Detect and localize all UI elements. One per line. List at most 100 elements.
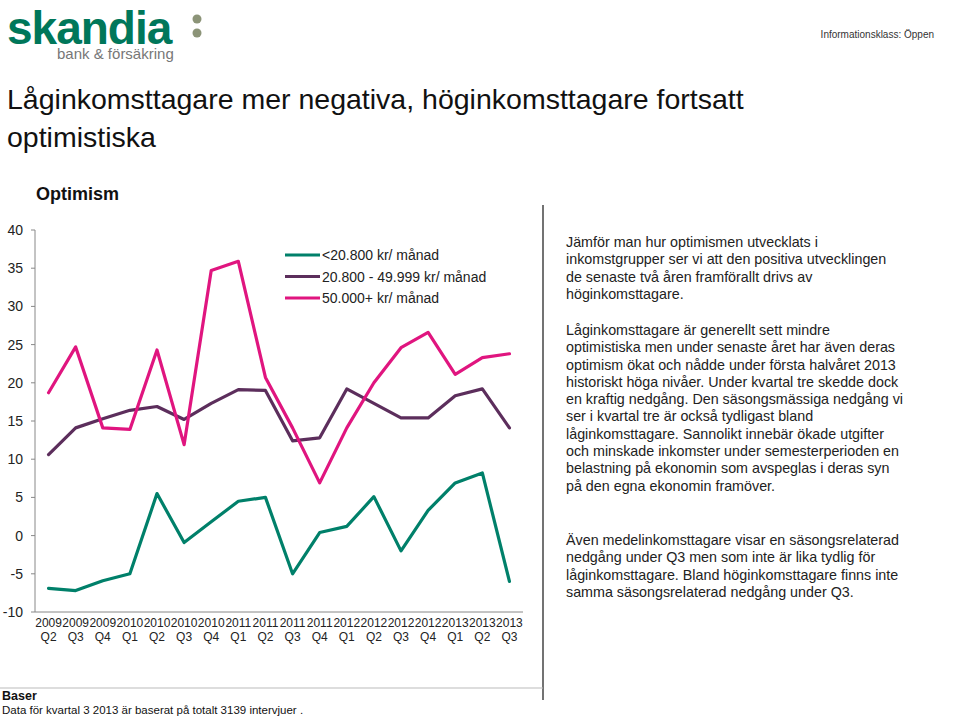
x-tick-label-part: Q3 — [393, 630, 409, 644]
plot-area — [49, 261, 510, 590]
y-tick-label: 30 — [7, 298, 23, 314]
x-tick-label-part: 2012 — [361, 616, 388, 630]
x-tick-label: 2011Q2 — [253, 616, 279, 644]
series-line — [49, 261, 510, 483]
y-tick-label: 15 — [7, 413, 23, 429]
series-line — [49, 473, 510, 591]
x-tick-label-part: Q1 — [447, 630, 463, 644]
page: {"page": { "logo": "skandia", "logo_tagl… — [0, 0, 960, 718]
legend-label: <20.800 kr/ månad — [322, 247, 439, 263]
divider — [542, 205, 544, 700]
y-tick — [31, 612, 35, 613]
y-tick — [31, 535, 35, 536]
x-tick-label-part: 2011 — [253, 616, 279, 630]
x-tick-label: 2012Q4 — [415, 616, 442, 644]
title: optimistiska — [7, 121, 156, 153]
x-tick-label-part: Q2 — [257, 630, 273, 644]
x-tick-label-part: 2011 — [307, 616, 333, 630]
x-tick-label-part: Q4 — [312, 630, 328, 644]
x-tick-label-part: Q3 — [501, 630, 517, 644]
x-axis-line — [35, 612, 523, 613]
y-tick — [31, 344, 35, 345]
x-tick-label-part: 2009 — [35, 616, 62, 630]
x-tick-label-part: Q2 — [41, 630, 57, 644]
x-tick-label-part: Q2 — [149, 630, 165, 644]
x-tick-label-part: 2010 — [144, 616, 171, 630]
x-tick-label-part: Q4 — [203, 630, 219, 644]
y-tick — [31, 306, 35, 307]
x-tick-label-part: 2012 — [333, 616, 360, 630]
x-tick-label: 2010Q4 — [198, 616, 225, 644]
x-tick-label-part: 2009 — [89, 616, 116, 630]
y-tick-label: 20 — [7, 375, 23, 391]
footer-heading: Baser — [2, 689, 37, 703]
paragraph: Låginkomsttagare är generellt sett mindr… — [566, 322, 904, 495]
x-tick-label-part: Q1 — [230, 630, 246, 644]
logo-dot — [193, 15, 202, 24]
x-tick-label-part: 2010 — [198, 616, 225, 630]
y-tick-label: 0 — [15, 528, 23, 544]
x-tick-label-part: 2011 — [280, 616, 306, 630]
x-tick-label-part: 2013 — [496, 616, 523, 630]
series-line — [49, 389, 510, 455]
paragraph: Även medelinkomsttagare visar en säsongs… — [566, 532, 904, 601]
x-tick-label: 2012Q2 — [361, 616, 388, 644]
y-tick — [31, 573, 35, 574]
footer-text: Data för kvartal 3 2013 är baserat på to… — [2, 704, 303, 716]
x-tick-label-part: 2013 — [469, 616, 496, 630]
x-tick-label: 2013Q1 — [442, 616, 469, 644]
x-tick-label-part: 2013 — [442, 616, 469, 630]
x-tick-label-part: 2010 — [171, 616, 198, 630]
x-tick-label-part: Q2 — [474, 630, 490, 644]
x-tick-label: 2012Q3 — [388, 616, 415, 644]
x-tick-label: 2011Q4 — [307, 616, 333, 644]
y-tick-label: 35 — [7, 260, 23, 276]
footer-rule — [0, 688, 543, 689]
y-tick-label: 10 — [7, 451, 23, 467]
x-tick-label: 2013Q2 — [469, 616, 496, 644]
x-tick-label-part: 2009 — [62, 616, 89, 630]
y-tick-label: -5 — [11, 566, 24, 582]
y-tick-label: 40 — [7, 222, 23, 238]
x-tick-label-part: 2012 — [388, 616, 415, 630]
y-tick — [31, 421, 35, 422]
x-tick-label: 2011Q1 — [225, 616, 251, 644]
title: Låginkomsttagare mer negativa, höginkoms… — [7, 83, 744, 115]
y-tick — [31, 497, 35, 498]
y-tick — [31, 268, 35, 269]
x-tick-label-part: Q2 — [366, 630, 382, 644]
x-tick-label: 2009Q4 — [89, 616, 116, 644]
x-tick-label: 2010Q2 — [144, 616, 171, 644]
x-tick-label: 2009Q2 — [35, 616, 62, 644]
x-tick-label-part: 2012 — [415, 616, 442, 630]
legend-swatch — [285, 275, 320, 278]
y-tick — [31, 382, 35, 383]
legend-label: 50.000+ kr/ månad — [322, 290, 439, 306]
x-tick-label-part: Q3 — [68, 630, 84, 644]
x-tick-label: 2013Q3 — [496, 616, 523, 644]
paragraph: Jämför man hur optimismen utvecklats i i… — [566, 234, 904, 303]
x-tick-label-part: 2011 — [225, 616, 251, 630]
chart-title: Optimism — [36, 184, 119, 204]
x-tick-label-part: Q4 — [95, 630, 111, 644]
legend-label: 20.800 - 49.999 kr/ månad — [322, 269, 486, 285]
x-tick-label: 2011Q3 — [280, 616, 306, 644]
classification: Informationsklass: Öppen — [821, 29, 934, 40]
y-tick — [31, 459, 35, 460]
x-tick-label-part: 2010 — [117, 616, 144, 630]
x-tick-label-part: Q1 — [339, 630, 355, 644]
legend-swatch — [285, 296, 320, 299]
x-tick-label-part: Q1 — [122, 630, 138, 644]
y-tick-label: -10 — [3, 604, 23, 620]
x-tick-label: 2009Q3 — [62, 616, 89, 644]
x-tick-label-part: Q4 — [420, 630, 436, 644]
x-tick-label: 2010Q1 — [117, 616, 144, 644]
y-tick — [31, 230, 35, 231]
x-tick-label-part: Q3 — [285, 630, 301, 644]
y-tick-label: 5 — [15, 489, 23, 505]
logo-dot — [193, 29, 202, 38]
y-tick-label: 25 — [7, 337, 23, 353]
legend-swatch — [285, 253, 320, 256]
x-tick-label: 2012Q1 — [333, 616, 360, 644]
logo-tagline: bank & försäkring — [57, 45, 174, 62]
